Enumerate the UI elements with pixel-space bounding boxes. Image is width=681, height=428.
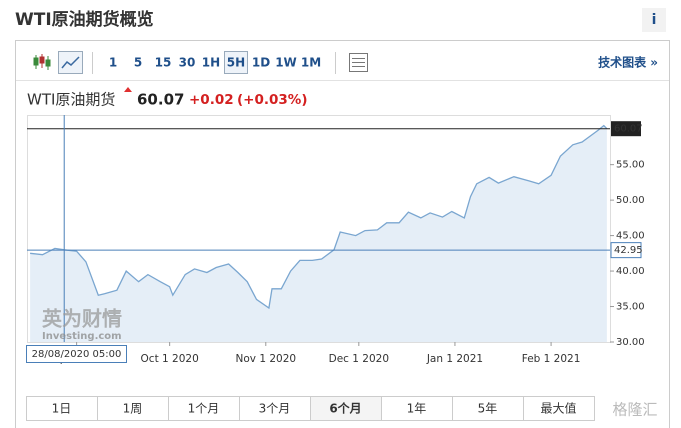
plot — [27, 115, 614, 346]
range-button[interactable] — [168, 396, 240, 421]
crosshair-value-label: 42.95 — [614, 245, 643, 256]
y-tick-label: 55.00 — [616, 160, 645, 171]
range-button[interactable] — [523, 396, 595, 421]
range-button[interactable] — [97, 396, 169, 421]
up-marker — [124, 87, 132, 92]
interval-button[interactable]: 1M — [301, 56, 321, 70]
table-icon[interactable] — [349, 53, 368, 72]
quote-change: +0.02 — [189, 92, 234, 108]
interval-button[interactable]: 15 — [155, 56, 172, 70]
y-tick-label: 35.00 — [616, 302, 645, 313]
line — [30, 124, 608, 310]
range-label[interactable]: 6个月 — [329, 401, 361, 416]
interval-button[interactable]: 30 — [179, 56, 196, 70]
range-button[interactable] — [239, 396, 311, 421]
panel — [15, 40, 670, 428]
watermark-brand: 英为财情 — [42, 307, 122, 331]
watermark-site: Investing.com — [42, 331, 122, 342]
y-tick-label: 40.00 — [616, 266, 645, 277]
range-button[interactable] — [452, 396, 524, 421]
page-title: WTI原油期货概览 — [15, 9, 154, 30]
x-tick-label: Dec 1 2020 — [329, 353, 389, 365]
footer-watermark: 格隆汇 — [612, 401, 657, 419]
y-tick-label: 50.00 — [616, 195, 645, 206]
x-tick-label: Feb 1 2021 — [522, 353, 581, 365]
range-label[interactable]: 最大值 — [540, 401, 576, 416]
line-icon-box[interactable] — [58, 51, 83, 74]
range-button[interactable] — [310, 396, 382, 421]
x-tick-label: Nov 1 2020 — [235, 353, 296, 365]
last-price-label: 60.07 — [614, 124, 643, 135]
y-tick-label: 45.00 — [616, 231, 645, 242]
last-price-box — [611, 121, 641, 137]
x-tick-label: Jan 1 2021 — [426, 353, 483, 365]
area — [30, 125, 607, 342]
x-tick-label: Oct 1 2020 — [141, 353, 199, 365]
quote-change-pct: (+0.03%) — [237, 92, 308, 108]
info-button[interactable] — [642, 8, 666, 32]
line-icon[interactable] — [61, 56, 80, 69]
interval-button[interactable]: 5 — [134, 56, 142, 70]
interval-button[interactable]: 5H — [227, 56, 245, 70]
crosshair-date-box — [26, 345, 127, 363]
range-label[interactable]: 3个月 — [259, 402, 291, 416]
crosshair-date-label: 28/08/2020 05:00 — [32, 349, 122, 360]
interval-button[interactable]: 1H — [202, 56, 220, 70]
range-label[interactable]: 1年 — [407, 402, 427, 416]
range-label[interactable]: 5年 — [478, 402, 498, 416]
range-label[interactable]: 1个月 — [188, 402, 220, 416]
y-tick-label: 30.00 — [616, 337, 645, 348]
interval-button[interactable]: 1W — [275, 56, 297, 70]
quote-price: 60.07 — [137, 91, 184, 109]
interval-button[interactable]: 1 — [109, 56, 117, 70]
tech-chart-link[interactable]: 技术图表 » — [598, 55, 658, 70]
interval-selected — [224, 51, 248, 74]
crosshair-value-box — [610, 242, 642, 259]
range-label[interactable]: 1日 — [52, 402, 72, 416]
candle-icon[interactable] — [33, 54, 51, 70]
quote-name: WTI原油期货 — [27, 91, 115, 109]
interval-button[interactable]: 1D — [252, 56, 270, 70]
range-label[interactable]: 1周 — [123, 402, 143, 416]
range-button[interactable] — [381, 396, 453, 421]
info-icon[interactable]: i — [652, 12, 657, 28]
